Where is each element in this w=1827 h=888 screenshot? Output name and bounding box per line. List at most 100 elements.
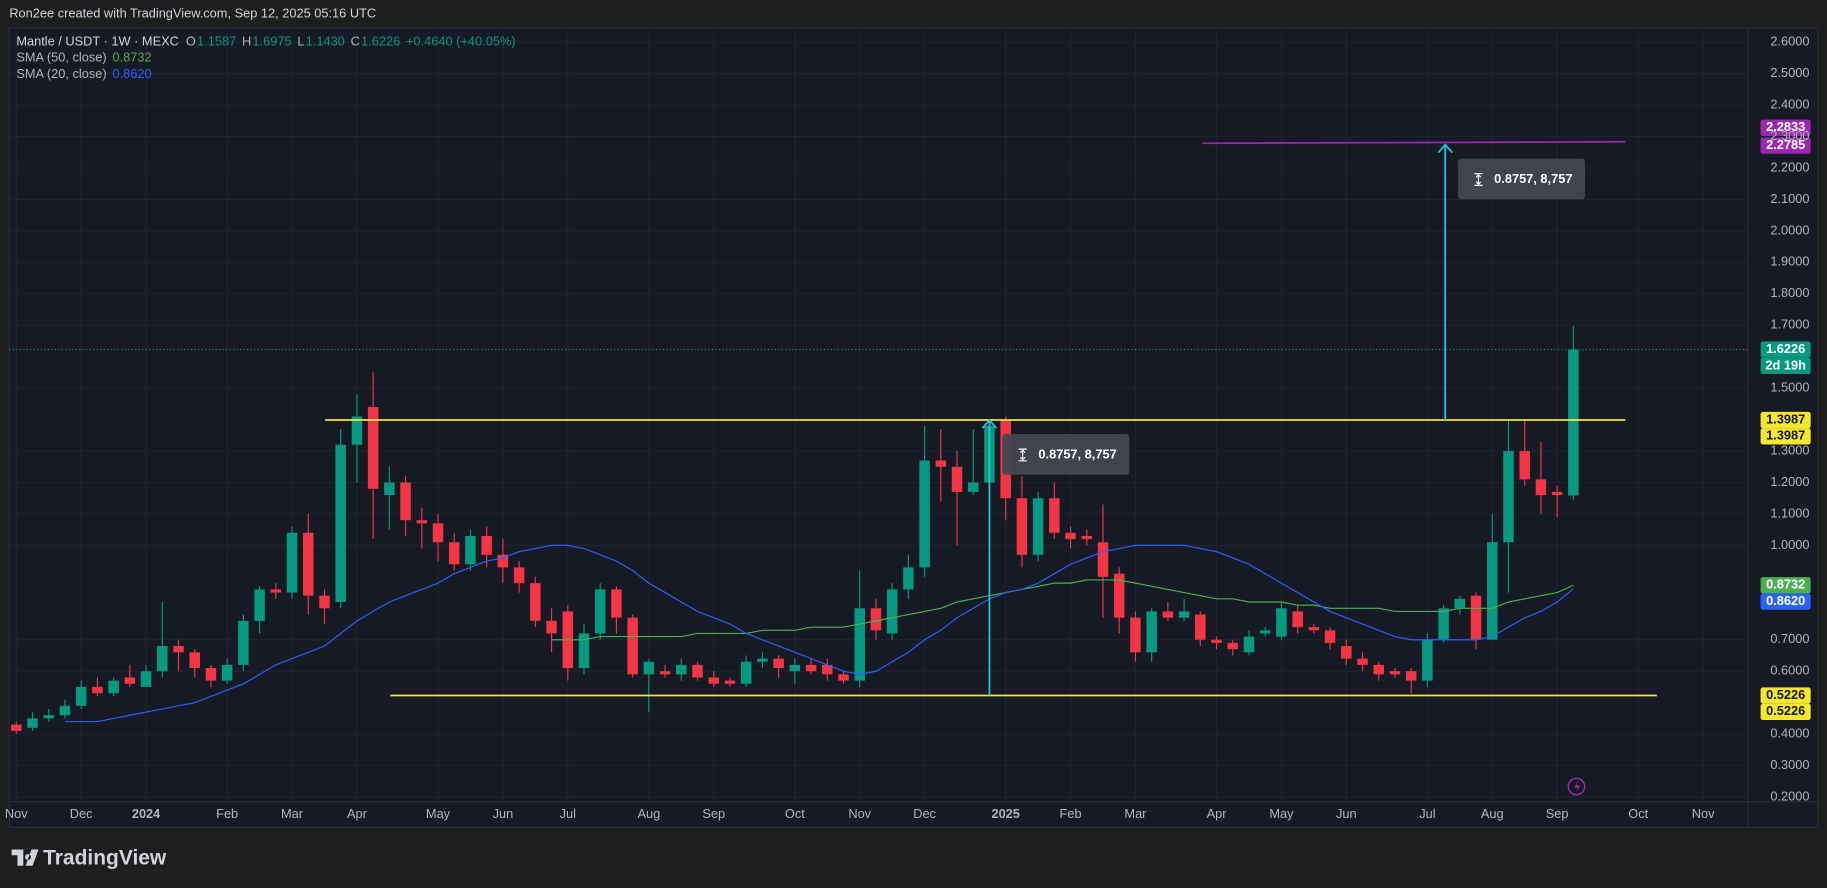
price-badge xyxy=(1760,411,1811,429)
candle-body xyxy=(1065,532,1076,540)
candle-body xyxy=(530,583,541,621)
candle-body xyxy=(1162,611,1174,618)
candle-body xyxy=(1016,498,1028,555)
candle-body xyxy=(1308,627,1320,631)
brand-logo: TradingView xyxy=(11,846,167,869)
candle-body xyxy=(351,416,363,445)
candle-body xyxy=(1081,535,1093,540)
candle-body xyxy=(740,661,752,684)
candle-body xyxy=(157,646,168,672)
candle-body xyxy=(254,589,265,621)
x-tick-label: Jul xyxy=(1419,806,1435,821)
price-badge-label: 1.3987 xyxy=(1766,411,1805,426)
legend-ohlc-letter: O xyxy=(186,33,196,48)
legend-ohlc-value: 1.6975 xyxy=(252,33,291,48)
price-badge-label: 0.8732 xyxy=(1766,577,1805,592)
candle-body xyxy=(270,589,282,593)
candle-body xyxy=(1357,658,1368,665)
x-tick-label: Jul xyxy=(560,806,576,821)
y-tick-label: 1.5000 xyxy=(1770,380,1809,395)
price-badge-label: 0.5226 xyxy=(1766,703,1805,718)
legend-ohlc-letter: H xyxy=(242,33,251,48)
x-tick-label: Apr xyxy=(1207,806,1228,821)
candle-body xyxy=(238,620,249,665)
legend-indicator-value: 0.8620 xyxy=(112,66,151,81)
x-tick-label: 2025 xyxy=(991,806,1019,821)
sma-line xyxy=(551,579,1574,641)
y-tick-label: 0.2000 xyxy=(1770,788,1809,803)
x-tick-label: Mar xyxy=(1124,806,1147,821)
candle-body xyxy=(919,460,930,568)
candle-body xyxy=(384,482,395,496)
price-badge xyxy=(1760,687,1811,704)
measure-text: 0.8757, 8,757 xyxy=(1038,446,1116,461)
x-tick-label: Sep xyxy=(1546,806,1569,821)
candle-body xyxy=(1373,664,1384,675)
x-tick-label: May xyxy=(426,806,451,821)
candle-body xyxy=(1178,611,1190,618)
x-tick-label: Dec xyxy=(913,806,936,821)
candle-body xyxy=(124,677,136,684)
candle-body xyxy=(578,633,590,669)
candle-body xyxy=(968,482,979,492)
price-badge xyxy=(1760,703,1811,721)
legend-indicator-name: SMA (20, close) xyxy=(16,66,106,81)
candle-body xyxy=(92,686,103,694)
y-tick-label: 1.8000 xyxy=(1770,285,1809,300)
y-tick-label: 0.4000 xyxy=(1770,725,1809,740)
measure-arrow xyxy=(981,418,998,429)
candle-body xyxy=(448,542,460,565)
y-tick-label: 0.3000 xyxy=(1770,757,1809,772)
candle-body xyxy=(1292,611,1303,628)
price-badge xyxy=(1760,357,1811,375)
grid xyxy=(9,28,1748,802)
x-tick-label: Mar xyxy=(281,806,304,821)
candle-body xyxy=(676,664,687,675)
candle-body xyxy=(1405,671,1417,681)
candle-body xyxy=(886,589,898,634)
candle-body xyxy=(189,652,200,669)
candle-body xyxy=(432,523,444,543)
candle-body xyxy=(1324,630,1336,643)
candle-body xyxy=(513,567,525,584)
candle-body xyxy=(1211,639,1222,643)
measure-box xyxy=(1458,158,1586,200)
y-tick-label: 1.1000 xyxy=(1770,505,1809,520)
candle-body xyxy=(822,664,833,675)
candle-body xyxy=(708,677,719,684)
y-tick-label: 2.4000 xyxy=(1770,96,1809,111)
candle-body xyxy=(497,554,509,568)
candle-body xyxy=(1276,608,1287,637)
price-badge xyxy=(1760,577,1811,594)
marks xyxy=(11,326,1579,735)
y-tick-label: 1.2000 xyxy=(1770,474,1809,489)
candle-body xyxy=(1227,642,1239,650)
candle-body xyxy=(1259,630,1271,634)
candle-body xyxy=(1454,598,1466,609)
candle-body xyxy=(789,664,801,672)
candle-body xyxy=(757,658,768,662)
y-tick-label: 2.3000 xyxy=(1770,128,1809,143)
candle-body xyxy=(173,646,184,653)
candle-body xyxy=(805,664,817,672)
icon-ring xyxy=(1567,777,1586,796)
price-badge xyxy=(1760,593,1811,610)
measure-arrow xyxy=(1437,143,1453,154)
candle-body xyxy=(838,674,849,681)
candle-body xyxy=(627,617,638,675)
candle-body xyxy=(59,705,71,716)
price-badge-label: 0.8620 xyxy=(1766,593,1805,608)
x-tick-label: Sep xyxy=(702,806,725,821)
candle-body xyxy=(1195,614,1206,640)
candle-body xyxy=(1243,636,1255,653)
x-tick-label: Aug xyxy=(637,806,660,821)
y-tick-label: 2.0000 xyxy=(1770,222,1809,237)
candle-body xyxy=(11,724,22,731)
candle-body xyxy=(75,686,87,706)
candle-body xyxy=(692,664,703,678)
measure-label: 0.8757, 8,757 xyxy=(1458,158,1586,200)
candle-body xyxy=(773,658,784,669)
candle-body xyxy=(1032,498,1044,555)
price-badge xyxy=(1760,137,1811,154)
